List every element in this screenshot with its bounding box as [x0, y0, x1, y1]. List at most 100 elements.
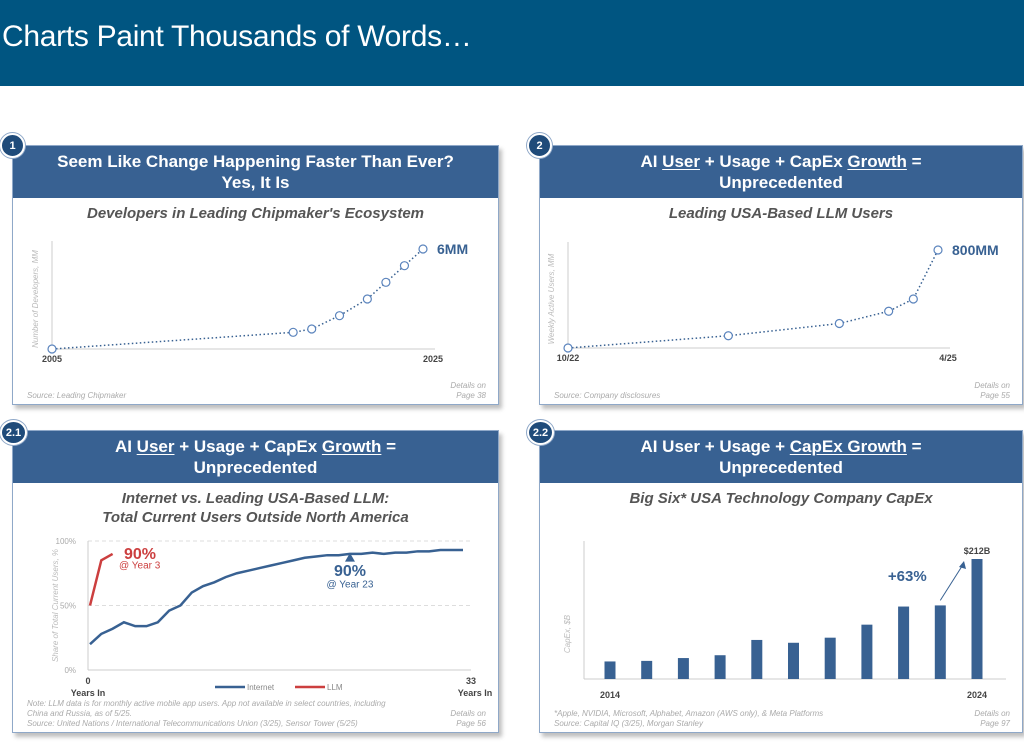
panel-capex: AI User + Usage + CapEx Growth = Unpreced…: [539, 430, 1023, 733]
y-tick-label: 50%: [60, 602, 76, 611]
data-point: [307, 324, 317, 334]
capex-chart: CapEx, $B 2014 2024 $212B +63%: [563, 541, 1006, 700]
panel-heading: AI User + Usage + CapEx Growth = Unpreced…: [540, 146, 1022, 198]
source-note: Source: Leading Chipmaker: [27, 391, 127, 400]
legend-label: LLM: [327, 683, 343, 692]
panel-badge: 1: [0, 133, 25, 158]
heading-text: + Usage + CapEx: [699, 152, 848, 171]
note-line: Note: LLM data is for monthly active mob…: [27, 699, 386, 708]
y-axis-label: Weekly Active Users, MM: [547, 253, 556, 344]
heading-underlined: CapEx Growth: [789, 437, 907, 456]
data-point: [47, 344, 57, 354]
details-page: Page 56: [456, 719, 486, 728]
details-link[interactable]: Details on Page 56: [450, 709, 486, 729]
y-tick-label: 100%: [56, 537, 76, 546]
source-line: Source: United Nations / International T…: [27, 719, 358, 728]
panel-heading: AI User + Usage + CapEx Growth = Unpreced…: [540, 431, 1022, 483]
panel-heading: AI User + Usage + CapEx Growth = Unpreced…: [13, 431, 498, 483]
x-tick-label: 4/25: [939, 353, 957, 363]
panel-internet-vs-llm: AI User + Usage + CapEx Growth = Unpreced…: [12, 430, 499, 733]
details-page: Page 38: [456, 391, 486, 400]
source-note: Source: Company disclosures: [554, 391, 661, 400]
x-axis-caption: Years In: [458, 688, 493, 698]
heading-line: Unprecedented: [193, 458, 318, 477]
note-line: China and Russia, as of 5/25.: [27, 709, 132, 718]
y-axis-label: Share of Total Current Users, %: [51, 549, 60, 662]
end-value-label: 800MM: [952, 242, 999, 258]
series-line-llm: [88, 552, 114, 606]
panel-llm-users: AI User + Usage + CapEx Growth = Unpreced…: [539, 145, 1023, 405]
details-link[interactable]: Details on Page 55: [974, 381, 1010, 401]
chart-subtitle: Big Six* USA Technology Company CapEx: [629, 490, 933, 507]
bar-2021: [861, 624, 873, 679]
annotation-value: 90%: [124, 546, 156, 563]
data-point: [399, 261, 410, 271]
details-text: Details on: [450, 381, 486, 390]
heading-underlined: User: [662, 152, 700, 171]
data-point: [884, 306, 894, 316]
panel-developers: Seem Like Change Happening Faster Than E…: [12, 145, 499, 405]
heading-text: + Usage + CapEx: [174, 437, 322, 456]
x-tick-label: 10/22: [557, 353, 580, 363]
y-tick-label: 0%: [64, 666, 76, 675]
data-point: [563, 343, 573, 353]
source-note: *Apple, NVIDIA, Microsoft, Alphabet, Ama…: [554, 709, 823, 729]
x-tick-label: 0: [85, 676, 90, 686]
page-title: Charts Paint Thousands of Words…: [2, 20, 472, 53]
growth-label: +63%: [888, 568, 927, 585]
heading-text: AI: [640, 152, 663, 171]
y-axis-label: Number of Developers, MM: [31, 250, 40, 348]
data-point: [381, 277, 391, 287]
subtitle-line: Internet vs. Leading USA-Based LLM:: [121, 490, 390, 507]
details-link[interactable]: Details on Page 97: [974, 709, 1010, 729]
annotation-caption: @ Year 3: [119, 561, 161, 572]
subtitle-line: Total Current Users Outside North Americ…: [102, 509, 409, 526]
heading-line: Yes, It Is: [221, 173, 290, 192]
details-text: Details on: [450, 709, 486, 718]
heading-underlined: User: [136, 437, 175, 456]
details-page: Page 55: [980, 391, 1010, 400]
internet-vs-llm-chart: 100% 50% 0% Share of Total Current Users, %…: [51, 537, 493, 698]
heading-line: Seem Like Change Happening Faster Than E…: [57, 152, 454, 171]
data-point: [418, 244, 428, 254]
details-link[interactable]: Details on Page 38: [450, 381, 486, 401]
series-line-internet: [89, 548, 463, 646]
details-page: Page 97: [980, 719, 1010, 728]
growth-arrow-head: [959, 561, 966, 569]
y-axis-label: CapEx, $B: [563, 614, 572, 653]
chart-subtitle: Leading USA-Based LLM Users: [668, 205, 894, 222]
data-point: [334, 311, 345, 321]
panel-badge: 2.1: [0, 420, 27, 445]
heading-underlined: Growth: [321, 437, 382, 456]
growth-arrow-line: [939, 562, 965, 601]
panel-badge: 2.2: [527, 420, 554, 445]
bar-2016: [677, 658, 689, 679]
bar-2022: [898, 606, 910, 679]
chart-subtitle: Developers in Leading Chipmaker's Ecosys…: [86, 205, 425, 222]
end-value-label: 6MM: [437, 241, 468, 257]
bar-2020: [824, 637, 836, 679]
bar-2024: [971, 559, 983, 679]
bar-2023: [934, 605, 946, 679]
bar-2019: [788, 642, 799, 679]
data-point: [723, 331, 733, 341]
annotation-value: 90%: [334, 563, 366, 580]
panel-badge: 2: [527, 133, 552, 158]
heading-text: =: [906, 152, 922, 171]
end-value-label: $212B: [964, 546, 991, 556]
annotation-caption: @ Year 23: [327, 579, 374, 590]
x-axis-caption: Years In: [71, 688, 106, 698]
heading-line: Unprecedented: [719, 173, 843, 192]
data-point: [288, 327, 298, 337]
bar-2014: [604, 661, 616, 679]
series-line: [567, 249, 939, 349]
x-tick-label: 33: [466, 676, 476, 686]
annotation-arrow: [344, 552, 355, 562]
bar-2015: [641, 660, 653, 679]
heading-text: =: [381, 437, 397, 456]
data-point: [908, 294, 918, 304]
x-tick-label: 2005: [42, 354, 62, 364]
panel-heading: Seem Like Change Happening Faster Than E…: [13, 146, 498, 198]
